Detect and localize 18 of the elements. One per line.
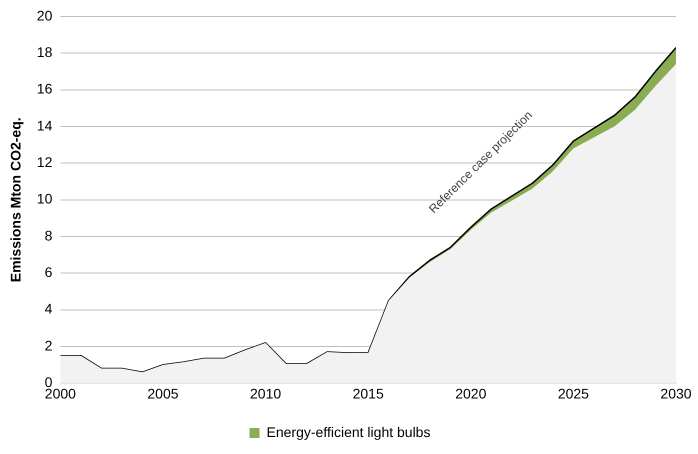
y-tick-label: 8 — [44, 227, 53, 244]
x-tick-label: 2030 — [660, 385, 692, 402]
x-tick-label: 2020 — [455, 385, 487, 402]
y-tick-label: 6 — [44, 264, 53, 280]
x-tick-label: 2025 — [558, 385, 590, 402]
y-tick-label: 2 — [44, 337, 53, 354]
y-axis-title: Emissions Mton CO2-eq. — [7, 117, 24, 282]
y-tick-label: 18 — [36, 44, 53, 60]
x-tick-label: 2010 — [250, 385, 282, 402]
y-tick-label: 4 — [44, 300, 53, 317]
x-tick-label: 2015 — [352, 385, 384, 402]
y-tick-label: 16 — [36, 80, 53, 97]
legend-label: Energy-efficient light bulbs — [266, 424, 430, 440]
y-tick-label: 10 — [36, 190, 53, 207]
x-tick-label: 2005 — [147, 385, 179, 402]
y-tick-label: 12 — [36, 154, 53, 170]
y-tick-label: 14 — [36, 117, 53, 134]
y-tick-label: 20 — [36, 7, 53, 24]
